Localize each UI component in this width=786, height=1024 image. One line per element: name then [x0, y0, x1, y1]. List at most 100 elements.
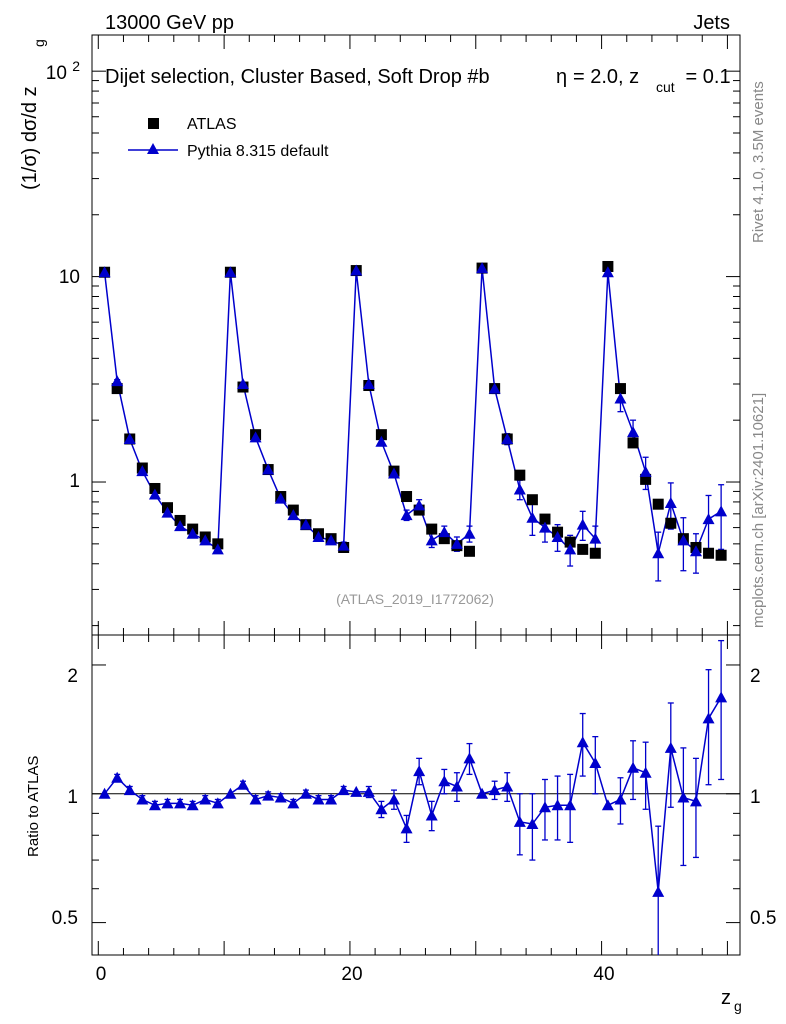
pythia-data-point [274, 492, 287, 504]
pythia-data-point [463, 527, 476, 539]
atlas-data-point [438, 533, 450, 545]
ratio-data-point [98, 787, 111, 799]
ratio-data-point [199, 793, 212, 805]
ratio-data-point [350, 785, 363, 797]
atlas-data-point [640, 473, 652, 485]
ratio-data-point [123, 784, 136, 796]
pythia-data-point [488, 382, 501, 394]
atlas-data-point [614, 383, 626, 395]
pythia-data-point [450, 537, 463, 549]
pythia-data-point [601, 266, 614, 278]
ratio-data-point [148, 799, 161, 811]
pythia-data-point [589, 532, 602, 544]
ratio-data-point [614, 793, 627, 805]
ratio-y-tick-05-right: 0.5 [750, 908, 776, 929]
pythia-data-point [526, 511, 539, 523]
y-axis-label: (1/σ) dσ/d z [19, 86, 41, 190]
pythia-data-point [362, 378, 375, 390]
ratio-data-point [312, 793, 325, 805]
ratio-data-point [111, 771, 124, 783]
pythia-data-point [576, 518, 589, 530]
mcplots-label: mcplots.cern.ch [arXiv:2401.10621] [750, 393, 767, 628]
pythia-data-point [174, 520, 187, 532]
pythia-data-point [413, 499, 426, 511]
ratio-data-point [551, 799, 564, 811]
x-tick-label-20: 20 [341, 964, 362, 985]
atlas-data-point [564, 536, 576, 548]
pythia-data-point [136, 465, 149, 477]
pythia-data-point [614, 392, 627, 404]
plot-title-eta: η [556, 66, 567, 88]
ratio-data-point [576, 736, 589, 748]
pythia-data-point [425, 534, 438, 546]
pythia-data-point [438, 526, 451, 538]
ratio-data-point [564, 799, 577, 811]
y-tick-label-10: 10 [59, 267, 80, 288]
ratio-data-point [689, 795, 702, 807]
ratio-data-point [538, 801, 551, 813]
atlas-data-point [426, 523, 438, 535]
ratio-y-tick-2-left: 2 [67, 666, 78, 687]
ratio-y-tick-1-right: 1 [750, 787, 761, 808]
ratio-data-point [186, 799, 199, 811]
atlas-data-point [703, 547, 715, 559]
rivet-version-label: Rivet 4.1.0, 3.5M events [750, 81, 767, 243]
pythia-data-point [325, 534, 338, 546]
ratio-data-point [236, 778, 249, 790]
y-tick-label-100-text: 10 [46, 63, 67, 84]
pythia-data-point [639, 465, 652, 477]
pythia-data-point [199, 534, 212, 546]
plot-title-suffix: = 2.0, z [573, 66, 639, 88]
x-axis-label-sub: g [734, 998, 742, 1014]
legend-atlas-label: ATLAS [187, 116, 237, 133]
ratio-data-point [601, 799, 614, 811]
ratio-data-point [652, 885, 665, 897]
ratio-data-point [136, 793, 149, 805]
y-axis-label-sub: g [31, 39, 47, 47]
pythia-data-point [689, 545, 702, 557]
ratio-data-point [677, 791, 690, 803]
pythia-data-point [551, 530, 564, 542]
atlas-data-point [589, 547, 601, 559]
plot-title: Dijet selection, Cluster Based, Soft Dro… [105, 66, 490, 88]
pythia-data-point [337, 539, 350, 551]
ratio-data-point [249, 793, 262, 805]
pythia-data-point [224, 266, 237, 278]
atlas-data-point [627, 437, 639, 449]
legend-pythia-marker [147, 143, 159, 154]
pythia-data-point [664, 497, 677, 509]
ratio-data-point [287, 797, 300, 809]
pythia-data-point [677, 534, 690, 546]
ratio-data-point [224, 787, 237, 799]
atlas-data-point [539, 513, 551, 525]
ratio-axis-ticks [92, 635, 740, 955]
ratio-data-point [488, 784, 501, 796]
ratio-data-point [299, 787, 312, 799]
ratio-data-point [639, 766, 652, 778]
atlas-data-point [715, 549, 727, 561]
pythia-data-point [375, 435, 388, 447]
pythia-data-point [262, 463, 275, 475]
pythia-data-point [476, 262, 489, 274]
ratio-data-point [274, 791, 287, 803]
pythia-data-point [111, 375, 124, 387]
analysis-id-label: (ATLAS_2019_I1772062) [336, 591, 494, 607]
pythia-data-point [186, 527, 199, 539]
x-tick-label-0: 0 [96, 964, 107, 985]
y-tick-label-100: 10 2 [46, 58, 80, 84]
y-tick-label-1: 1 [69, 471, 80, 492]
atlas-data-point [652, 498, 664, 510]
ratio-data-point [325, 793, 338, 805]
ratio-data-point [463, 752, 476, 764]
ratio-data-point [513, 815, 526, 827]
ratio-data-point [400, 822, 413, 834]
atlas-data-point [111, 383, 123, 395]
pythia-data-point [538, 521, 551, 533]
pythia-data-point [652, 547, 665, 559]
plot-title-end: = 0.1 [680, 66, 731, 88]
ratio-plot-data [92, 639, 740, 955]
energy-label: 13000 GeV pp [105, 12, 234, 34]
pythia-data-point [148, 488, 161, 500]
main-axis-ticks [92, 35, 740, 635]
